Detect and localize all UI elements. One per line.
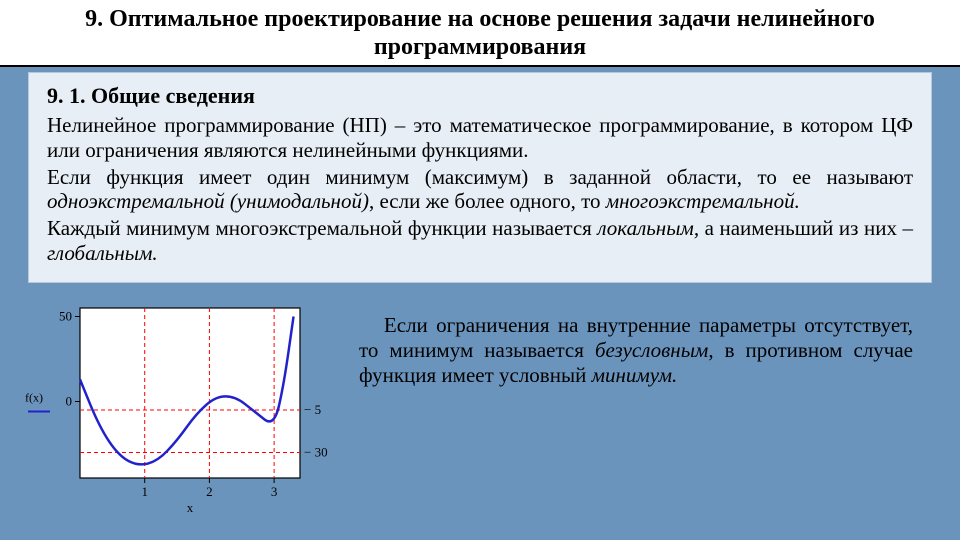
paragraph-2: Если функция имеет один минимум (максиму…: [47, 165, 913, 215]
chart-svg: 0 50 1 2 3 x − 30 − 5 f(x): [20, 298, 330, 518]
svg-text:x: x: [187, 500, 194, 515]
svg-text:− 5: − 5: [304, 402, 321, 417]
para3-c: а наименьший из них –: [699, 216, 913, 240]
svg-text:50: 50: [59, 309, 72, 324]
side-b: безусловным: [595, 338, 708, 362]
side-d: минимум.: [592, 363, 678, 387]
page-title: 9. Оптимальное проектирование на основе …: [18, 6, 942, 61]
para2-c: , если же более одного, то: [369, 189, 606, 213]
para2-b: одноэкстремальной (унимодальной): [47, 189, 369, 213]
para3-b: локальным,: [597, 216, 699, 240]
svg-text:0: 0: [66, 394, 73, 409]
content-box: 9. 1. Общие сведения Нелинейное программ…: [28, 72, 932, 283]
title-line-1: 9. Оптимальное проектирование на основе …: [85, 6, 875, 32]
svg-text:− 30: − 30: [304, 445, 328, 460]
para1-text: Нелинейное программирование (НП) – это м…: [47, 113, 913, 162]
function-chart: 0 50 1 2 3 x − 30 − 5 f(x): [20, 298, 330, 518]
svg-text:1: 1: [141, 484, 148, 499]
svg-text:3: 3: [271, 484, 278, 499]
main-header: 9. Оптимальное проектирование на основе …: [0, 0, 960, 67]
paragraph-1: Нелинейное программирование (НП) – это м…: [47, 113, 913, 163]
svg-text:2: 2: [206, 484, 213, 499]
para2-a: Если функция имеет один минимум (максиму…: [47, 165, 913, 189]
side-indent: [359, 313, 384, 337]
para3-a: Каждый минимум многоэкстремальной функци…: [47, 216, 597, 240]
paragraph-3: Каждый минимум многоэкстремальной функци…: [47, 216, 913, 266]
para2-d: многоэкстремальной.: [606, 189, 800, 213]
section-subhead: 9. 1. Общие сведения: [47, 83, 913, 109]
title-line-2: программирования: [374, 34, 586, 60]
para3-d: глобальным.: [47, 241, 158, 265]
svg-text:f(x): f(x): [25, 391, 43, 405]
side-paragraph: Если ограничения на внутренние параметры…: [359, 313, 913, 387]
